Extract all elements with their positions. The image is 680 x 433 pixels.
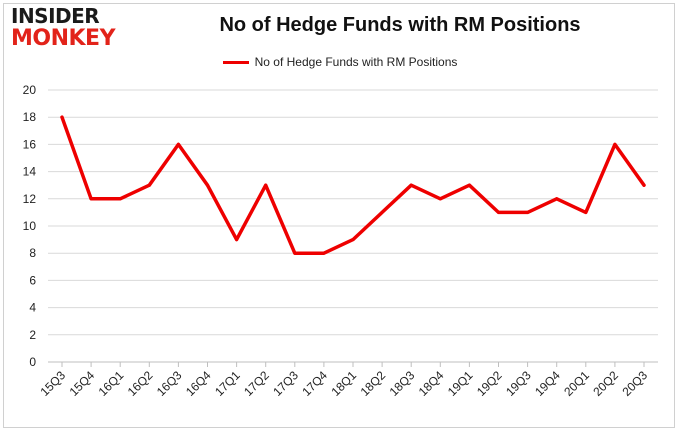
x-tick-label: 18Q1 (328, 368, 359, 399)
data-point (526, 210, 530, 214)
x-tick-label: 20Q2 (590, 368, 621, 399)
data-point (409, 183, 413, 187)
data-point (147, 183, 151, 187)
x-tick-label: 19Q1 (445, 368, 476, 399)
data-point (118, 197, 122, 201)
x-tick-label: 16Q3 (154, 368, 185, 399)
x-tick-label: 15Q4 (67, 368, 98, 399)
data-point (206, 183, 209, 187)
chart-title: No of Hedge Funds with RM Positions (219, 14, 581, 36)
legend-line-swatch (222, 60, 249, 64)
y-tick-label: 6 (29, 273, 36, 287)
logo-line-1: INSIDER (11, 4, 100, 28)
y-tick-label: 14 (23, 165, 37, 179)
data-point (555, 197, 559, 201)
data-point (497, 210, 500, 214)
data-point (264, 183, 268, 187)
data-point (176, 142, 180, 146)
y-tick-label: 16 (23, 137, 37, 151)
x-tick-label: 17Q2 (241, 368, 272, 399)
x-tick-label: 16Q2 (125, 368, 156, 399)
y-tick-label: 0 (29, 355, 36, 369)
data-point (351, 238, 355, 242)
y-tick-label: 20 (23, 83, 37, 97)
x-tick-label: 17Q4 (299, 368, 330, 399)
data-point (467, 183, 471, 187)
logo-line-2: MONKEY (11, 26, 116, 51)
x-tick-label: 17Q3 (270, 368, 301, 399)
x-tick-label: 19Q3 (503, 368, 534, 399)
data-point (438, 197, 442, 201)
data-point (613, 142, 617, 146)
data-point (60, 115, 64, 119)
chart-frame (3, 3, 675, 428)
y-tick-label: 12 (23, 192, 37, 206)
legend-label: No of Hedge Funds with RM Positions (254, 55, 458, 69)
x-tick-label: 18Q3 (387, 368, 418, 399)
x-tick-label: 16Q4 (183, 368, 214, 399)
y-tick-label: 10 (23, 219, 37, 233)
x-tick-label: 19Q2 (474, 368, 505, 399)
x-tick-label: 20Q1 (561, 368, 592, 399)
x-tick-label: 17Q1 (212, 368, 243, 399)
data-point (584, 210, 588, 214)
chart-legend: No of Hedge Funds with RM Positions (0, 55, 680, 69)
x-tick-label: 16Q1 (96, 368, 127, 399)
y-tick-label: 8 (29, 246, 36, 260)
x-tick-label: 19Q4 (532, 368, 563, 399)
data-point (322, 251, 326, 255)
y-tick-label: 4 (29, 301, 36, 315)
data-point (89, 197, 93, 201)
data-point (642, 183, 646, 187)
insider-monkey-logo: INSIDER MONKEY (11, 6, 129, 58)
data-point (235, 238, 239, 242)
x-tick-label: 18Q4 (416, 368, 447, 399)
y-tick-label: 2 (29, 328, 36, 342)
x-tick-label: 15Q3 (37, 368, 68, 399)
y-tick-label: 18 (23, 110, 37, 124)
data-point (293, 251, 297, 255)
x-tick-label: 20Q3 (619, 368, 650, 399)
x-tick-label: 18Q2 (358, 368, 389, 399)
data-point (380, 210, 384, 214)
